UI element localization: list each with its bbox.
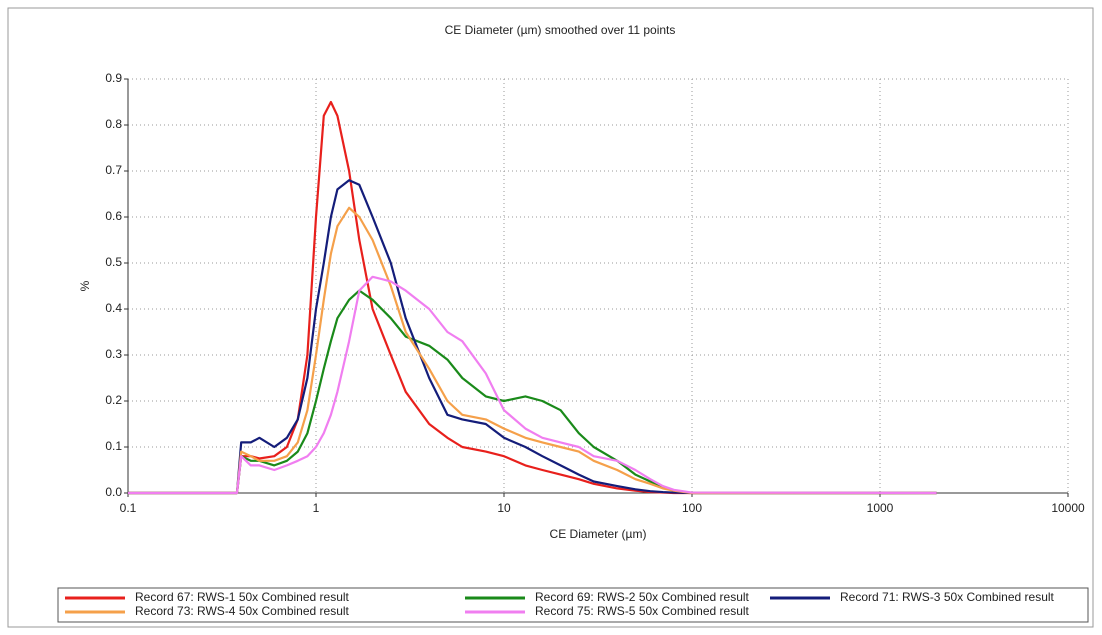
y-tick-label: 0.2 [105,393,122,407]
x-tick-label: 100 [682,501,702,515]
legend-label: Record 67: RWS-1 50x Combined result [135,590,350,604]
chart-frame [7,7,1094,628]
data-line [128,289,937,495]
legend-label: Record 71: RWS-3 50x Combined result [840,590,1055,604]
legend-label: Record 75: RWS-5 50x Combined result [535,604,750,618]
chart-title: CE Diameter (µm) smoothed over 11 points [445,23,676,37]
y-tick-label: 0.3 [105,347,122,361]
y-axis-label: % [78,280,92,291]
y-tick-label: 0.7 [105,163,122,177]
x-tick-label: 1 [313,501,320,515]
legend-frame [57,587,1089,623]
data-line [128,275,937,495]
y-tick-label: 0.5 [105,255,122,269]
data-line [128,179,937,495]
y-tick-label: 0.8 [105,117,122,131]
x-axis-label: CE Diameter (µm) [550,527,647,541]
y-tick-label: 0.9 [105,71,122,85]
x-tick-label: 10 [497,501,511,515]
y-tick-label: 0.6 [105,209,122,223]
legend-label: Record 69: RWS-2 50x Combined result [535,590,750,604]
y-tick-label: 0.0 [105,485,122,499]
x-tick-label: 1000 [867,501,894,515]
data-line [128,206,937,495]
y-tick-label: 0.1 [105,439,122,453]
y-tick-label: 0.4 [105,301,122,315]
x-tick-label: 10000 [1051,501,1085,515]
x-tick-label: 0.1 [120,501,137,515]
data-line [128,100,937,495]
legend-label: Record 73: RWS-4 50x Combined result [135,604,350,618]
